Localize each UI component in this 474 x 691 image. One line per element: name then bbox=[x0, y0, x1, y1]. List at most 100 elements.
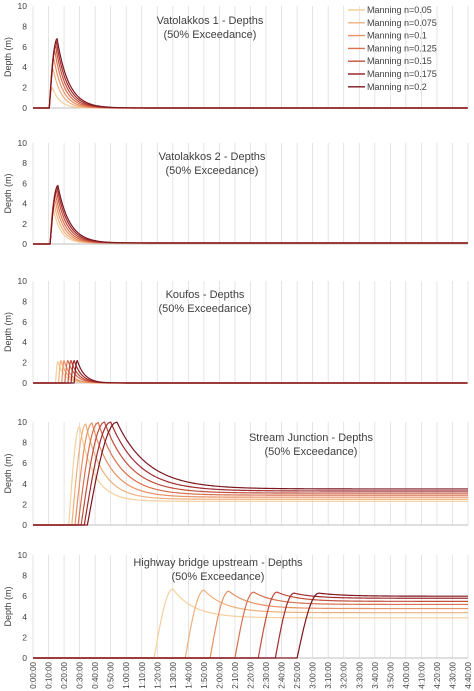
series-line-manning-n-0-2 bbox=[33, 184, 468, 245]
y-tick-label: 10 bbox=[18, 417, 28, 427]
series-line-manning-n-0-2 bbox=[33, 359, 468, 384]
y-tick-label: 0 bbox=[22, 239, 27, 249]
y-tick-label: 10 bbox=[18, 1, 28, 11]
series-line-manning-n-0-175 bbox=[33, 359, 468, 384]
x-tick-label: 3:40:00 bbox=[371, 661, 380, 688]
x-tick-label: 4:10:00 bbox=[417, 661, 426, 688]
series-line-manning-n-0-15 bbox=[33, 421, 468, 526]
x-tick-label: 4:00:00 bbox=[402, 661, 411, 688]
x-tick-label: 0:00:00 bbox=[29, 661, 38, 688]
y-axis-label: Depth (m) bbox=[3, 453, 13, 493]
x-tick-label: 2:30:00 bbox=[262, 661, 271, 688]
legend-label: Manning n=0.175 bbox=[367, 69, 437, 79]
legend-label: Manning n=0.1 bbox=[367, 31, 427, 41]
series-line-manning-n-0-175 bbox=[33, 421, 468, 526]
x-tick-label: 1:50:00 bbox=[200, 661, 209, 688]
legend-label: Manning n=0.15 bbox=[367, 56, 432, 66]
series-line-manning-n-0-075 bbox=[33, 203, 468, 245]
series-line-manning-n-0-05 bbox=[33, 425, 468, 526]
chart-title: Vatolakkos 1 - Depths bbox=[157, 15, 264, 27]
series-line-manning-n-0-125 bbox=[33, 193, 468, 245]
y-tick-label: 10 bbox=[18, 276, 28, 286]
y-tick-label: 4 bbox=[22, 199, 27, 209]
x-tick-label: 3:20:00 bbox=[340, 661, 349, 688]
y-axis-label: Depth (m) bbox=[3, 37, 13, 77]
chart-title: Vatolakkos 2 - Depths bbox=[159, 151, 266, 163]
panel-vatolakkos-1: 0 2 4 6 8 10 Depth (m) Vatolakkos 1 - Depths (50… bbox=[3, 1, 469, 113]
y-tick-label: 6 bbox=[22, 317, 27, 327]
series-line-manning-n-0-175 bbox=[33, 186, 468, 245]
series-line-manning-n-0-2 bbox=[33, 421, 468, 526]
x-tick-label: 0:10:00 bbox=[45, 661, 54, 688]
chart-title: Highway bridge upstream - Depths bbox=[133, 557, 303, 569]
series-line-manning-n-0-2 bbox=[33, 592, 468, 659]
x-tick-label: 2:40:00 bbox=[278, 661, 287, 688]
panel-stream-junction: 0 2 4 6 8 10 Depth (m) Stream Junction - Depths… bbox=[3, 417, 469, 530]
y-tick-label: 4 bbox=[22, 62, 27, 72]
y-tick-label: 2 bbox=[22, 499, 27, 509]
chart-title: Stream Junction - Depths bbox=[249, 432, 374, 444]
y-tick-label: 2 bbox=[22, 358, 27, 368]
legend-label: Manning n=0.05 bbox=[367, 5, 432, 15]
x-tick-label: 0:50:00 bbox=[107, 661, 116, 688]
x-axis: 0:00:00 0:10:00 0:20:00 0:30:00 0:40:00 0:50:… bbox=[29, 661, 473, 688]
series-line-manning-n-0-125 bbox=[33, 421, 468, 526]
chart-subtitle: (50% Exceedance) bbox=[172, 571, 265, 583]
x-tick-label: 3:50:00 bbox=[386, 661, 395, 688]
chart-subtitle: (50% Exceedance) bbox=[159, 303, 252, 315]
y-tick-label: 4 bbox=[22, 612, 27, 622]
y-tick-label: 0 bbox=[22, 653, 27, 663]
legend-label: Manning n=0.075 bbox=[367, 18, 437, 28]
legend-label: Manning n=0.125 bbox=[367, 43, 437, 53]
series-line-manning-n-0-1 bbox=[33, 590, 468, 659]
y-tick-label: 0 bbox=[22, 378, 27, 388]
chart-subtitle: (50% Exceedance) bbox=[164, 29, 257, 41]
y-tick-label: 2 bbox=[22, 632, 27, 642]
y-tick-label: 2 bbox=[22, 83, 27, 93]
series-line-manning-n-0-2 bbox=[33, 38, 468, 109]
x-tick-label: 4:40:00 bbox=[464, 661, 473, 688]
x-tick-label: 1:00:00 bbox=[122, 661, 131, 688]
y-tick-label: 10 bbox=[18, 550, 28, 560]
y-tick-label: 6 bbox=[22, 591, 27, 601]
series-line-manning-n-0-175 bbox=[33, 592, 468, 659]
legend-label: Manning n=0.2 bbox=[367, 82, 427, 92]
y-tick-label: 8 bbox=[22, 571, 27, 581]
series-line-manning-n-0-15 bbox=[33, 591, 468, 659]
y-tick-label: 8 bbox=[22, 21, 27, 31]
series-line-manning-n-0-125 bbox=[33, 359, 468, 384]
y-tick-label: 10 bbox=[18, 138, 28, 148]
y-tick-label: 8 bbox=[22, 438, 27, 448]
series-line-manning-n-0-075 bbox=[33, 423, 468, 526]
x-tick-label: 2:00:00 bbox=[215, 661, 224, 688]
series-line-manning-n-0-05 bbox=[33, 588, 468, 659]
x-tick-label: 1:20:00 bbox=[153, 661, 162, 688]
y-tick-label: 8 bbox=[22, 158, 27, 168]
series-line-manning-n-0-125 bbox=[33, 591, 468, 659]
series-line-manning-n-0-15 bbox=[33, 359, 468, 384]
chart-title: Koufos - Depths bbox=[166, 289, 245, 301]
y-tick-label: 0 bbox=[22, 103, 27, 113]
y-tick-label: 6 bbox=[22, 42, 27, 52]
x-tick-label: 2:50:00 bbox=[293, 661, 302, 688]
x-tick-label: 0:30:00 bbox=[76, 661, 85, 688]
y-tick-label: 6 bbox=[22, 178, 27, 188]
x-tick-label: 2:20:00 bbox=[247, 661, 256, 688]
chart-subtitle: (50% Exceedance) bbox=[166, 165, 259, 177]
y-tick-label: 8 bbox=[22, 296, 27, 306]
x-tick-label: 1:30:00 bbox=[169, 661, 178, 688]
chart-subtitle: (50% Exceedance) bbox=[265, 446, 358, 458]
x-tick-label: 2:10:00 bbox=[231, 661, 240, 688]
x-tick-label: 0:20:00 bbox=[60, 661, 69, 688]
legend: Manning n=0.05 Manning n=0.075 Manning n=0… bbox=[348, 5, 437, 92]
x-tick-label: 3:30:00 bbox=[355, 661, 364, 688]
x-tick-label: 3:10:00 bbox=[324, 661, 333, 688]
x-tick-label: 4:30:00 bbox=[448, 661, 457, 688]
series-line-manning-n-0-075 bbox=[33, 589, 468, 659]
y-axis-label: Depth (m) bbox=[3, 312, 13, 352]
y-tick-label: 4 bbox=[22, 479, 27, 489]
x-tick-label: 4:20:00 bbox=[433, 661, 442, 688]
x-tick-label: 3:00:00 bbox=[309, 661, 318, 688]
panel-highway-bridge-upstream: 0 2 4 6 8 10 Depth (m) Highway bridge upstream … bbox=[3, 550, 469, 663]
series-line-manning-n-0-1 bbox=[33, 422, 468, 526]
